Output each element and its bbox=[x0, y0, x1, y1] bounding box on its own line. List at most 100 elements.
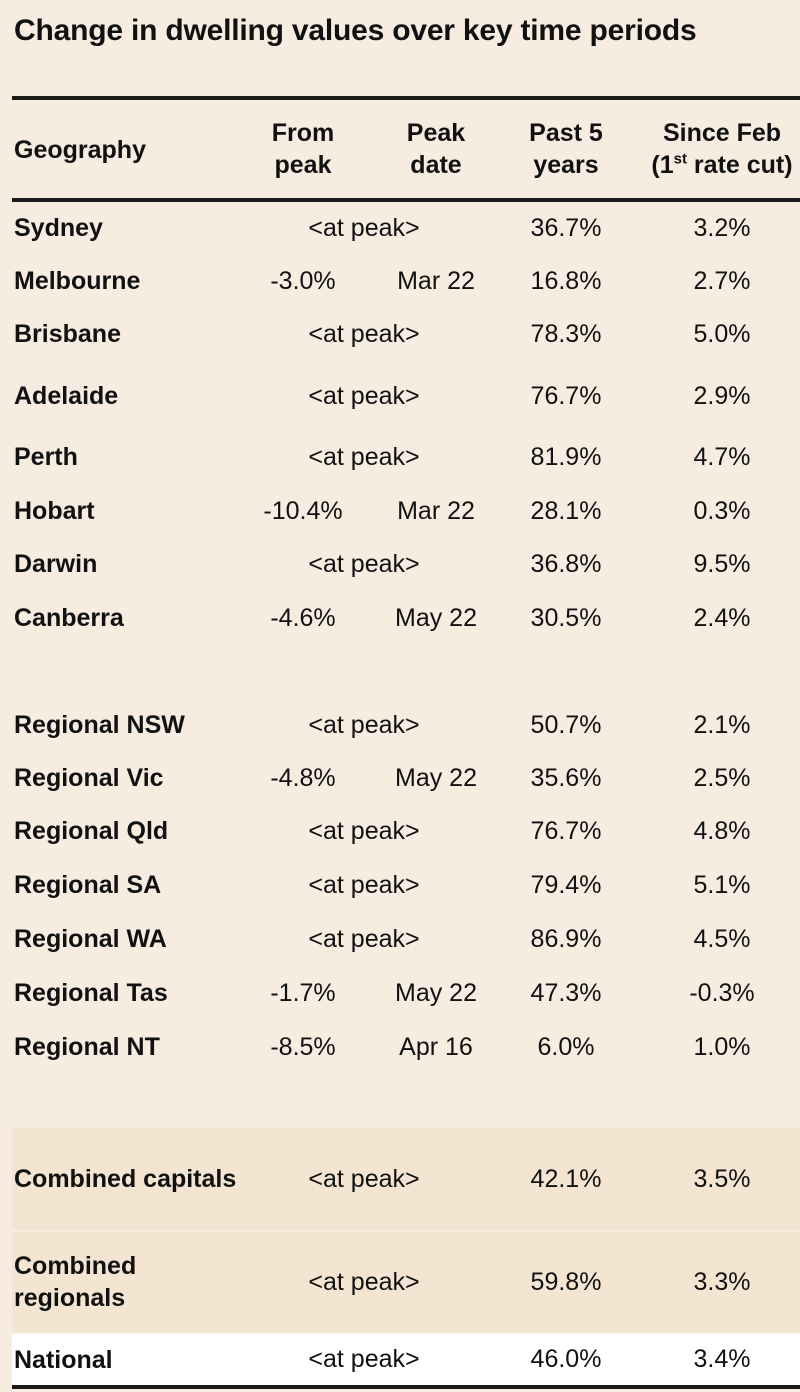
at-peak-cell: <at peak> bbox=[308, 710, 420, 739]
at-peak-cell: <at peak> bbox=[308, 870, 420, 899]
geography-cell: Combined capitals bbox=[14, 1165, 237, 1193]
header-past-5-years: Past 5 years bbox=[500, 117, 632, 181]
since-feb-cell: 5.0% bbox=[693, 319, 751, 348]
past-5-years-cell: 81.9% bbox=[530, 442, 602, 471]
table-row-combined-regionals: Combined regionals <at peak> 59.8% 3.3% bbox=[12, 1232, 800, 1332]
at-peak-cell: <at peak> bbox=[308, 549, 420, 578]
past-5-years-cell: 86.9% bbox=[530, 924, 602, 953]
since-feb-cell: 2.9% bbox=[693, 381, 751, 410]
geography-cell: Regional SA bbox=[14, 871, 162, 899]
since-feb-cell: 2.4% bbox=[693, 603, 751, 632]
header-since-feb-sup: st bbox=[673, 150, 687, 168]
past-5-years-cell: 47.3% bbox=[530, 978, 602, 1007]
at-peak-cell: <at peak> bbox=[308, 924, 420, 953]
since-feb-cell: 3.3% bbox=[693, 1267, 751, 1296]
from-peak-cell: -8.5% bbox=[270, 1032, 336, 1061]
at-peak-cell: <at peak> bbox=[308, 1164, 420, 1193]
geography-cell: Regional Vic bbox=[14, 764, 164, 792]
header-since-feb-post: rate cut) bbox=[686, 151, 793, 179]
at-peak-cell: <at peak> bbox=[308, 1345, 420, 1373]
geography-cell: Hobart bbox=[14, 497, 95, 525]
from-peak-cell: -4.6% bbox=[270, 603, 336, 632]
past-5-years-cell: 46.0% bbox=[530, 1345, 602, 1373]
at-peak-cell: <at peak> bbox=[308, 816, 420, 845]
past-5-years-cell: 42.1% bbox=[530, 1164, 602, 1193]
header-since-feb: Since Feb (1st rate cut) bbox=[640, 117, 800, 181]
since-feb-cell: 9.5% bbox=[693, 549, 751, 578]
table-row-brisbane: Brisbane <at peak> 78.3% 5.0% bbox=[12, 308, 800, 360]
table-row-regional-nt: Regional NT -8.5% Apr 16 6.0% 1.0% bbox=[12, 1020, 800, 1074]
past-5-years-cell: 35.6% bbox=[530, 763, 602, 792]
geography-cell: Regional WA bbox=[14, 925, 167, 953]
top-rule bbox=[12, 96, 800, 100]
since-feb-cell: 2.1% bbox=[693, 710, 751, 739]
at-peak-cell: <at peak> bbox=[308, 381, 420, 410]
past-5-years-cell: 16.8% bbox=[530, 266, 602, 295]
geography-cell: Regional NT bbox=[14, 1033, 160, 1061]
from-peak-cell: -1.7% bbox=[270, 978, 336, 1007]
header-peak-date-line2: date bbox=[410, 151, 462, 179]
since-feb-cell: 1.0% bbox=[693, 1032, 751, 1061]
table-row-national: National <at peak> 46.0% 3.4% bbox=[12, 1334, 800, 1385]
past-5-years-cell: 30.5% bbox=[530, 603, 602, 632]
peak-date-cell: Apr 16 bbox=[399, 1032, 473, 1061]
table-row-hobart: Hobart -10.4% Mar 22 28.1% 0.3% bbox=[12, 484, 800, 538]
header-from-peak-line1: From bbox=[271, 119, 335, 147]
geography-cell: Regional Tas bbox=[14, 979, 168, 1007]
header-rule bbox=[12, 198, 800, 202]
header-past-5-line2: years bbox=[533, 151, 599, 179]
bottom-rule bbox=[12, 1385, 800, 1389]
geography-cell: Brisbane bbox=[14, 320, 121, 348]
table-row-regional-qld: Regional Qld <at peak> 76.7% 4.8% bbox=[12, 804, 800, 858]
table-row-regional-nsw: Regional NSW <at peak> 50.7% 2.1% bbox=[12, 698, 800, 752]
peak-date-cell: Mar 22 bbox=[397, 266, 475, 295]
header-peak-date-line1: Peak bbox=[406, 119, 466, 147]
past-5-years-cell: 50.7% bbox=[530, 710, 602, 739]
geography-cell: Perth bbox=[14, 443, 78, 471]
from-peak-cell: -4.8% bbox=[270, 763, 336, 792]
past-5-years-cell: 59.8% bbox=[530, 1267, 602, 1296]
since-feb-cell: -0.3% bbox=[689, 978, 755, 1007]
table-row-regional-vic: Regional Vic -4.8% May 22 35.6% 2.5% bbox=[12, 752, 800, 804]
geography-cell: National bbox=[14, 1345, 113, 1374]
since-feb-cell: 3.4% bbox=[693, 1345, 751, 1373]
header-past-5-line1: Past 5 bbox=[529, 119, 603, 147]
from-peak-cell: -3.0% bbox=[270, 266, 336, 295]
header-geography-label: Geography bbox=[14, 136, 146, 164]
since-feb-cell: 0.3% bbox=[693, 496, 751, 525]
past-5-years-cell: 76.7% bbox=[530, 816, 602, 845]
geography-cell: Combined regionals bbox=[14, 1252, 137, 1312]
table-row-adelaide: Adelaide <at peak> 76.7% 2.9% bbox=[12, 368, 800, 424]
at-peak-cell: <at peak> bbox=[308, 1267, 420, 1296]
header-since-feb-line1: Since Feb bbox=[662, 119, 782, 147]
peak-date-cell: May 22 bbox=[395, 763, 477, 792]
peak-date-cell: May 22 bbox=[395, 978, 477, 1007]
past-5-years-cell: 79.4% bbox=[530, 870, 602, 899]
peak-date-cell: May 22 bbox=[395, 603, 477, 632]
header-geography: Geography bbox=[14, 134, 146, 166]
past-5-years-cell: 76.7% bbox=[530, 381, 602, 410]
past-5-years-cell: 6.0% bbox=[537, 1032, 595, 1061]
since-feb-cell: 4.7% bbox=[693, 442, 751, 471]
since-feb-cell: 3.5% bbox=[693, 1164, 751, 1193]
peak-date-cell: Mar 22 bbox=[397, 496, 475, 525]
header-since-feb-line2: (1st rate cut) bbox=[640, 149, 800, 181]
at-peak-cell: <at peak> bbox=[308, 213, 420, 242]
at-peak-cell: <at peak> bbox=[308, 319, 420, 348]
table-row-combined-capitals: Combined capitals <at peak> 42.1% 3.5% bbox=[12, 1128, 800, 1230]
table-row-darwin: Darwin <at peak> 36.8% 9.5% bbox=[12, 538, 800, 590]
header-from-peak-line2: peak bbox=[274, 151, 332, 179]
table-row-canberra: Canberra -4.6% May 22 30.5% 2.4% bbox=[12, 590, 800, 646]
at-peak-cell: <at peak> bbox=[308, 442, 420, 471]
geography-cell: Adelaide bbox=[14, 382, 119, 410]
geography-cell: Regional Qld bbox=[14, 817, 169, 845]
table-row-regional-tas: Regional Tas -1.7% May 22 47.3% -0.3% bbox=[12, 966, 800, 1020]
past-5-years-cell: 78.3% bbox=[530, 319, 602, 348]
table-row-perth: Perth <at peak> 81.9% 4.7% bbox=[12, 430, 800, 484]
header-peak-date: Peak date bbox=[370, 117, 502, 181]
geography-cell: Melbourne bbox=[14, 267, 141, 295]
geography-cell: Regional NSW bbox=[14, 711, 185, 739]
table-row-regional-sa: Regional SA <at peak> 79.4% 5.1% bbox=[12, 858, 800, 912]
table-row-sydney: Sydney <at peak> 36.7% 3.2% bbox=[12, 202, 800, 254]
table-row-melbourne: Melbourne -3.0% Mar 22 16.8% 2.7% bbox=[12, 254, 800, 308]
